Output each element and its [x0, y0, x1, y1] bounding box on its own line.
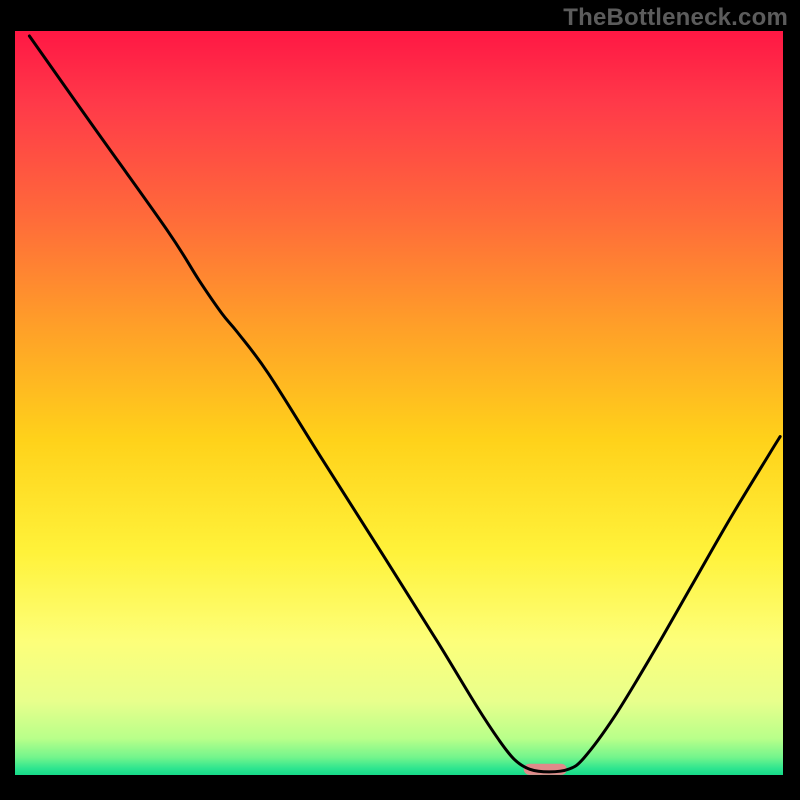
- chart-container: TheBottleneck.com: [0, 0, 800, 800]
- bottleneck-chart: [0, 0, 800, 800]
- watermark-text: TheBottleneck.com: [563, 4, 788, 32]
- plot-background: [14, 30, 784, 776]
